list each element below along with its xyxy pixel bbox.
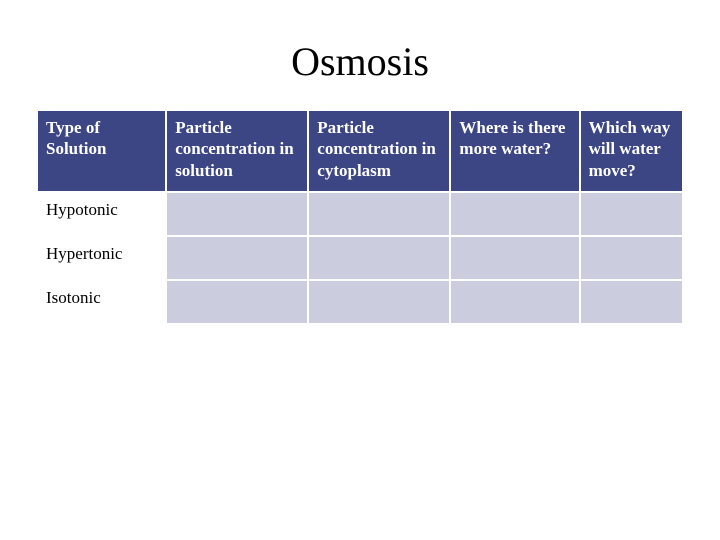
- table-cell: [580, 236, 683, 280]
- osmosis-table-container: Type of Solution Particle concentration …: [36, 109, 684, 325]
- table-cell: [450, 192, 579, 236]
- table-cell: [580, 192, 683, 236]
- col-header-type: Type of Solution: [37, 110, 166, 192]
- table-cell: [166, 280, 308, 324]
- page-title: Osmosis: [0, 0, 720, 109]
- row-label-isotonic: Isotonic: [37, 280, 166, 324]
- table-cell: [308, 192, 450, 236]
- table-cell: [308, 280, 450, 324]
- col-header-move: Which way will water move?: [580, 110, 683, 192]
- row-label-hypertonic: Hypertonic: [37, 236, 166, 280]
- osmosis-table: Type of Solution Particle concentration …: [36, 109, 684, 325]
- table-row: Hypertonic: [37, 236, 683, 280]
- table-row: Isotonic: [37, 280, 683, 324]
- table-cell: [166, 192, 308, 236]
- table-cell: [308, 236, 450, 280]
- table-cell: [450, 280, 579, 324]
- row-label-hypotonic: Hypotonic: [37, 192, 166, 236]
- table-cell: [580, 280, 683, 324]
- table-header-row: Type of Solution Particle concentration …: [37, 110, 683, 192]
- col-header-solution: Particle concentration in solution: [166, 110, 308, 192]
- slide: Osmosis Type of Solution Particle concen…: [0, 0, 720, 540]
- col-header-cytoplasm: Particle concentration in cytoplasm: [308, 110, 450, 192]
- col-header-water: Where is there more water?: [450, 110, 579, 192]
- table-row: Hypotonic: [37, 192, 683, 236]
- table-cell: [450, 236, 579, 280]
- table-cell: [166, 236, 308, 280]
